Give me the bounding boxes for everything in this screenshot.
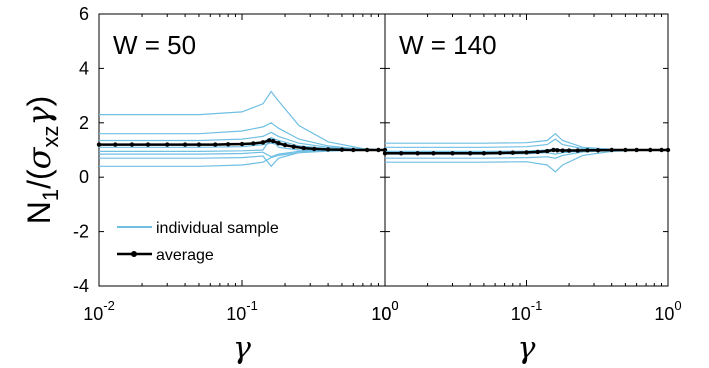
average-point: [398, 151, 404, 156]
x-tick-label: 100: [371, 298, 398, 324]
average-point: [634, 147, 639, 153]
y-tick-label: 2: [79, 113, 89, 133]
average-point: [376, 147, 381, 153]
y-tick-label: -4: [73, 276, 89, 296]
average-point: [239, 141, 245, 147]
average-point: [524, 150, 529, 155]
ylabel-sigma: σ: [20, 146, 58, 169]
average-point: [544, 148, 550, 154]
average-point: [251, 141, 256, 146]
panel-label: W = 50: [113, 30, 196, 60]
legend-label-individual: individual sample: [156, 220, 279, 237]
average-point: [96, 142, 102, 147]
average-point: [382, 151, 388, 156]
average-point: [555, 148, 560, 153]
ylabel-close: ): [21, 96, 57, 107]
ylabel-n: N: [21, 201, 57, 224]
average-point: [415, 151, 420, 156]
individual-sample-line: [99, 122, 386, 151]
x-tick-label: 100: [654, 298, 681, 324]
individual-sample-line: [99, 131, 386, 151]
x-tick-label: 10-1: [226, 298, 258, 324]
average-point: [325, 147, 331, 152]
average-point: [566, 148, 572, 153]
average-point: [450, 151, 455, 156]
y-tick-label: -2: [73, 222, 89, 242]
y-axis-title: N1/(σxzγ): [20, 96, 63, 225]
average-point: [585, 148, 590, 153]
average-point: [182, 142, 188, 147]
panel-label: W = 140: [399, 30, 497, 60]
x-axis-title: γ: [233, 331, 251, 366]
average-point: [270, 138, 276, 144]
average-point: [282, 142, 288, 148]
individual-sample-line: [99, 90, 386, 151]
average-point: [510, 150, 515, 155]
average-point: [535, 149, 540, 155]
average-point: [339, 147, 345, 152]
individual-sample-line: [99, 149, 385, 168]
average-point: [364, 147, 370, 153]
ylabel-gamma: γ: [20, 106, 58, 126]
average-point: [291, 144, 296, 149]
average-point: [665, 147, 671, 153]
x-tick-label: 10-1: [511, 298, 543, 324]
average-point: [623, 147, 628, 153]
panel-w140: 100 10-1 100 γ W = 140: [371, 13, 682, 366]
average-point: [648, 147, 653, 153]
y-tick-label: 4: [79, 58, 89, 78]
average-point: [497, 150, 503, 156]
ylabel-sub2: xz: [38, 126, 63, 148]
average-point: [165, 142, 170, 147]
ylabel-mid: /(: [21, 169, 57, 189]
legend-marker-average: [131, 251, 137, 257]
average-point: [213, 142, 218, 147]
average-point: [267, 138, 272, 143]
average-point: [609, 147, 614, 153]
average-point: [129, 142, 135, 147]
average-point: [481, 151, 487, 156]
average-point: [301, 145, 306, 151]
x-tick-label: 10-2: [83, 298, 115, 324]
x-tick-label: 100: [371, 298, 398, 324]
average-point: [467, 151, 473, 156]
average-point: [659, 147, 664, 153]
average-point: [113, 142, 118, 147]
average-point: [145, 142, 151, 147]
ylabel-sub1: 1: [38, 189, 63, 201]
average-point: [575, 148, 580, 153]
panel-w50: 6 4 2 0 -2 -410-2 10-1 100 γ W = 50 individual sam…: [73, 4, 399, 366]
x-axis-title: γ: [518, 331, 536, 366]
average-point: [560, 148, 565, 153]
average-point: [260, 140, 266, 145]
svg-text:N1/(σxzγ): N1/(σxzγ): [20, 96, 63, 225]
average-point: [431, 151, 436, 156]
average-point: [196, 142, 202, 147]
average-point: [225, 142, 231, 147]
y-tick-label: 0: [79, 167, 89, 187]
average-point: [276, 141, 281, 146]
y-tick-label: 6: [79, 4, 89, 24]
legend-label-average: average: [156, 247, 214, 264]
average-point: [551, 147, 556, 153]
average-point: [351, 147, 356, 153]
average-point: [312, 146, 317, 152]
average-point: [595, 148, 601, 153]
legend: individual sample average: [117, 220, 279, 264]
